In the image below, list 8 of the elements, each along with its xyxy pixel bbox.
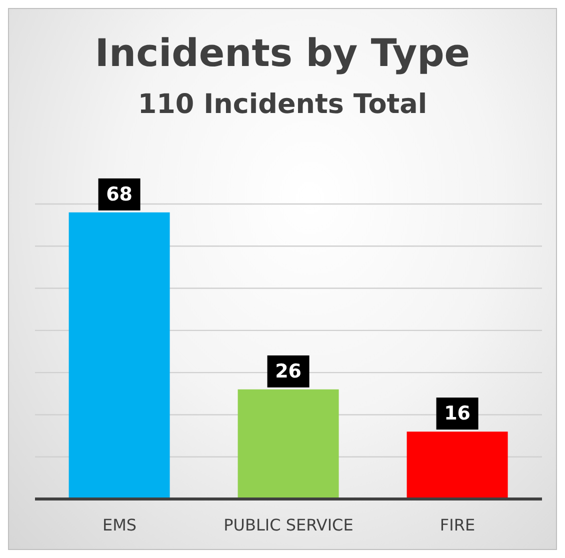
x-tick-label: FIRE [440, 515, 476, 534]
chart-title: Incidents by Type [94, 31, 472, 75]
chart-subtitle: 110 Incidents Total [136, 89, 428, 120]
data-label: 26 [275, 360, 302, 382]
x-tick-label: EMS [102, 515, 137, 534]
x-tick-label: PUBLIC SERVICE [224, 515, 354, 534]
data-label: 68 [106, 183, 133, 206]
data-label: 16 [444, 402, 471, 425]
